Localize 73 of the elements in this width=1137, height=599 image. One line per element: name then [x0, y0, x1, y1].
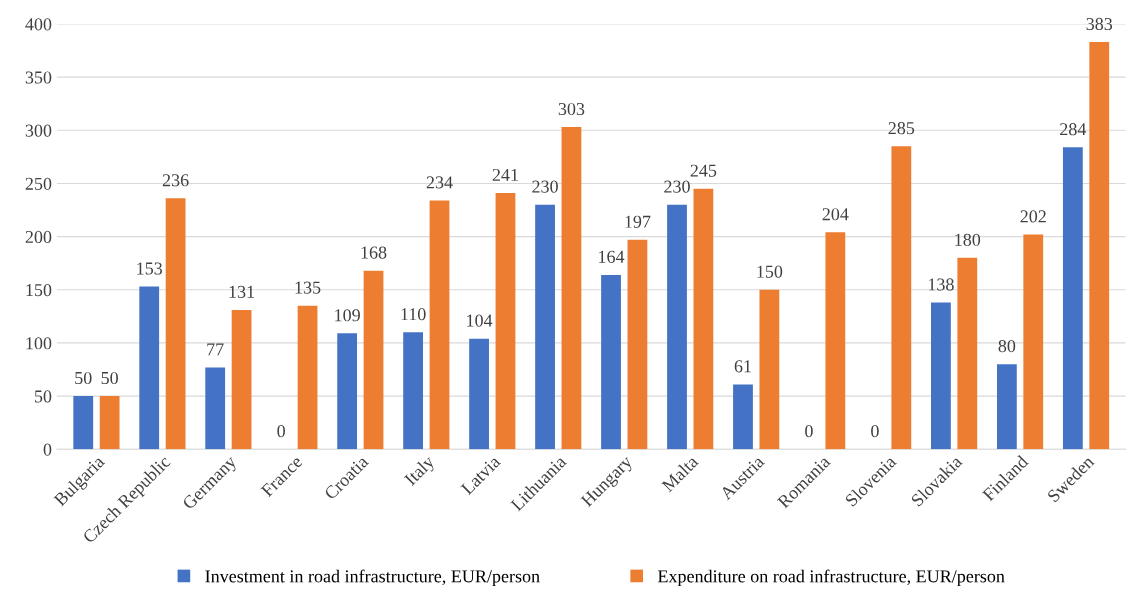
- bar: [957, 257, 978, 450]
- bar: [165, 198, 186, 450]
- data-label: 202: [1020, 210, 1046, 223]
- data-label: 104: [467, 314, 493, 327]
- bar: [996, 364, 1017, 450]
- bar: [403, 332, 424, 450]
- bar: [1062, 147, 1083, 450]
- bar: [759, 289, 780, 450]
- data-label: 284: [1060, 123, 1087, 136]
- bar: [1023, 234, 1044, 450]
- data-label: 383: [1086, 17, 1113, 31]
- data-label: 80: [998, 340, 1016, 353]
- data-label: 150: [757, 265, 783, 278]
- bar: [205, 367, 226, 450]
- bar: [561, 127, 582, 450]
- data-label: 164: [599, 250, 625, 263]
- bar: [73, 396, 94, 450]
- bar: [469, 338, 489, 450]
- bar: [601, 274, 621, 450]
- bar: [139, 286, 160, 450]
- data-label: 234: [426, 176, 453, 189]
- y-tick-label: 300: [25, 124, 52, 137]
- y-tick-label: 150: [26, 284, 52, 297]
- bar: [495, 193, 516, 450]
- y-tick-label: 0: [43, 443, 52, 456]
- x-tick-label: Italy: [403, 454, 438, 489]
- data-label: 230: [664, 180, 690, 193]
- data-label: 168: [361, 246, 387, 259]
- data-label: 138: [928, 278, 954, 291]
- data-label: 135: [295, 281, 321, 294]
- data-label: 77: [207, 343, 224, 356]
- bar: [693, 188, 714, 450]
- bar: [337, 333, 358, 450]
- data-label: 0: [805, 425, 813, 438]
- data-label: 50: [75, 371, 92, 385]
- bar: [825, 232, 846, 450]
- bar: [627, 239, 648, 450]
- y-tick-label: 350: [25, 71, 52, 84]
- data-label: 230: [532, 180, 558, 193]
- bar: [931, 302, 951, 450]
- y-tick-label: 200: [25, 230, 52, 244]
- data-label: 204: [822, 208, 849, 221]
- data-label: 109: [335, 309, 360, 322]
- data-label: 241: [492, 168, 518, 181]
- y-tick-label: 400: [25, 18, 52, 31]
- data-label: 236: [162, 174, 189, 187]
- bar: [363, 270, 384, 450]
- data-label: 180: [955, 233, 981, 246]
- y-tick-label: 50: [34, 390, 52, 403]
- legend-label: Investment in road infrastructure, EUR/person: [205, 569, 540, 587]
- data-label: 50: [101, 371, 118, 385]
- bar: [667, 204, 687, 450]
- data-label: 61: [734, 360, 751, 373]
- bar: [535, 204, 555, 450]
- data-label: 0: [277, 425, 285, 438]
- bar: [297, 305, 318, 450]
- data-label: 110: [401, 308, 426, 321]
- data-label: 131: [229, 285, 255, 298]
- data-label: 197: [625, 215, 651, 228]
- data-label: 245: [690, 164, 717, 177]
- data-label: 285: [888, 122, 915, 135]
- bar: [231, 309, 252, 450]
- data-label: 153: [137, 262, 163, 275]
- bar: [733, 384, 753, 450]
- data-label: 0: [871, 425, 879, 438]
- y-tick-label: 250: [25, 177, 52, 190]
- legend-label: Expenditure on road infrastructure, EUR/person: [657, 569, 1005, 587]
- y-tick-label: 100: [26, 337, 52, 350]
- bar: [99, 396, 120, 450]
- data-label: 303: [558, 102, 585, 116]
- bar: [1089, 42, 1110, 450]
- bar: [891, 146, 912, 450]
- bar: [429, 200, 450, 450]
